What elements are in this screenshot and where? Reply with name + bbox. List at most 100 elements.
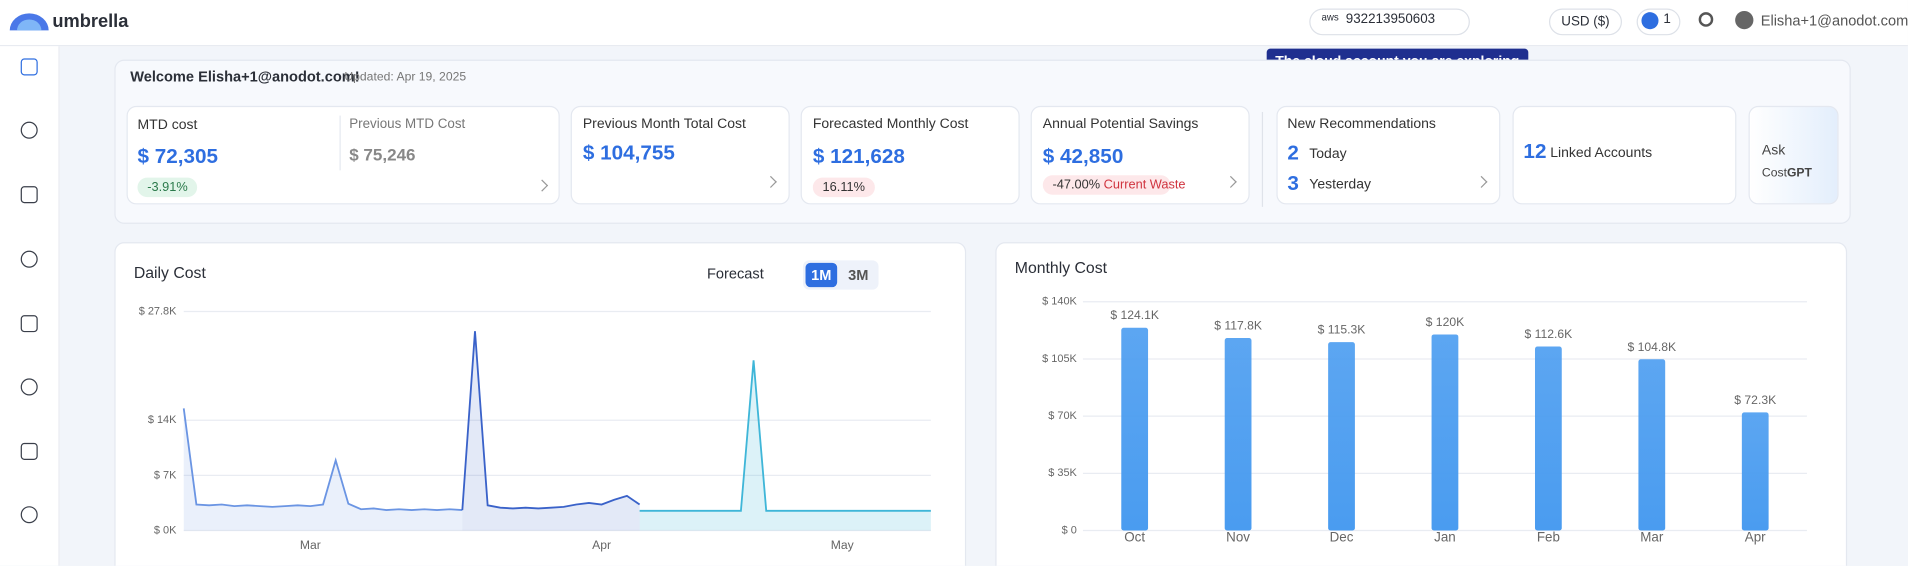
nav-icon[interactable] [20, 58, 38, 76]
kpi-label: New Recommendations [1287, 116, 1436, 132]
forecast-toggle[interactable]: Forecast [706, 265, 764, 283]
y-tick-label: $ 140K [1042, 296, 1077, 308]
account-picker[interactable] [1309, 8, 1470, 36]
range-1m[interactable]: 1M [805, 262, 838, 288]
bar [1431, 334, 1459, 531]
kpi-value: $ 121,628 [812, 144, 905, 168]
nav-icon[interactable] [20, 250, 38, 268]
area-fill [639, 360, 931, 531]
bar [1328, 342, 1355, 531]
logo: umbrella [52, 10, 129, 32]
kpi-linked[interactable] [1512, 105, 1737, 205]
value-label: $ 120K [1426, 315, 1465, 329]
avatar[interactable] [1735, 10, 1754, 30]
line [639, 360, 931, 512]
kpi-value: 2 [1287, 141, 1299, 165]
settings[interactable] [1698, 12, 1714, 27]
kpi-mtd[interactable] [126, 105, 560, 205]
area-fill [183, 408, 463, 531]
kpi-label: Forecasted Monthly Cost [812, 116, 969, 132]
x-tick-label: Nov [1226, 529, 1250, 544]
kpi-recs[interactable] [1276, 105, 1501, 205]
y-tick-label: $ 0K [154, 524, 177, 536]
kpi-badge-note: Current Waste [1103, 177, 1186, 193]
value-label: $ 117.8K [1214, 319, 1262, 333]
currency[interactable]: USD ($) [1548, 8, 1622, 36]
kpi-value: $ 75,246 [349, 144, 416, 165]
x-tick-label: Jan [1434, 529, 1456, 544]
nav-icon[interactable] [20, 442, 38, 460]
chart-title: Daily Cost [134, 265, 207, 282]
notifications[interactable] [1636, 8, 1681, 36]
kpi-badge: -47.00% [1042, 175, 1171, 195]
updated: Updated: Apr 19, 2025 [344, 70, 467, 84]
kpi-label: Today [1309, 147, 1347, 162]
x-tick-label: Apr [1745, 529, 1766, 544]
x-tick-label: Mar [300, 538, 321, 552]
kpi-value: $ 104,755 [582, 141, 675, 165]
y-tick-label: $ 7K [154, 469, 177, 481]
nav-icon[interactable] [20, 186, 38, 204]
line [182, 408, 463, 511]
ask-label: Cost [1761, 166, 1787, 181]
nav-icon[interactable] [20, 315, 38, 333]
range-3m[interactable]: 3M [848, 266, 869, 284]
chart-title: Monthly Cost [1015, 260, 1108, 277]
x-tick-label: Oct [1124, 529, 1145, 544]
value-label: $ 104.8K [1627, 340, 1676, 354]
value-label: $ 72.3K [1734, 393, 1776, 407]
logo-icon [9, 13, 49, 31]
y-tick-label: $ 70K [1048, 410, 1077, 422]
user[interactable]: Elisha+1@anodot.com [1760, 12, 1908, 30]
bar [1638, 359, 1666, 531]
x-tick-label: Dec [1330, 529, 1354, 544]
kpi-badge: -3.91% [137, 177, 198, 198]
nav-icon[interactable] [20, 506, 38, 524]
bell [1641, 12, 1659, 30]
x-tick-label: Feb [1537, 529, 1560, 544]
notif-count: 1 [1663, 12, 1671, 27]
area-fill [462, 331, 640, 531]
kpi-value: $ 42,850 [1042, 144, 1124, 168]
daily-chart: Daily Cost $ 0K $ 7K $ 14K $ 27.8K Mar Apr May [134, 265, 931, 552]
y-tick-label: $ 27.8K [139, 305, 177, 317]
bar [1121, 327, 1149, 531]
x-tick-label: Mar [1640, 529, 1664, 544]
ask-label: GPT [1786, 166, 1812, 181]
monthly-chart: Monthly Cost $ 0 $ 35K $ 70K $ 105K $ 140K $ 1… [1015, 260, 1807, 544]
daily-panel [114, 242, 967, 566]
y-tick-label: $ 35K [1048, 467, 1077, 479]
ask-label: Ask [1761, 143, 1786, 159]
kpi-value: 12 [1523, 139, 1547, 164]
y-tick-label: $ 0 [1062, 524, 1077, 536]
ask-label: CostGPT [1762, 167, 1812, 180]
value-label: $ 112.6K [1524, 327, 1572, 341]
aws-logo: aws [1321, 12, 1339, 24]
value-label: $ 115.3K [1318, 323, 1366, 337]
bar [1224, 338, 1252, 531]
top-bar [0, 0, 1908, 47]
kpi-label: MTD cost [137, 118, 198, 133]
welcome: Welcome Elisha+1@anodot.com! [130, 68, 360, 86]
kpi-badge: 16.11% [812, 177, 875, 198]
x-tick-label: May [831, 538, 855, 552]
line [461, 331, 641, 511]
kpi-value: $ 72,305 [137, 144, 219, 168]
kpi-label: Previous Month Total Cost [582, 116, 746, 132]
ask-gpt[interactable] [1748, 105, 1839, 205]
kpi-label: Previous MTD Cost [349, 116, 466, 132]
kpi-label: Yesterday [1309, 177, 1372, 193]
kpi-label: Linked Accounts [1550, 146, 1653, 161]
y-tick-label: $ 14K [148, 414, 177, 426]
kpi-label: Annual Potential Savings [1042, 116, 1199, 132]
nav-icon[interactable] [20, 378, 38, 396]
value-label: $ 124.1K [1110, 308, 1159, 322]
kpi-prev-month[interactable] [570, 105, 790, 205]
account-id: 932213950603 [1345, 12, 1436, 27]
bar [1741, 412, 1769, 531]
bar [1534, 346, 1562, 531]
x-tick-label: Apr [592, 538, 611, 552]
nav-icon[interactable] [20, 121, 38, 139]
